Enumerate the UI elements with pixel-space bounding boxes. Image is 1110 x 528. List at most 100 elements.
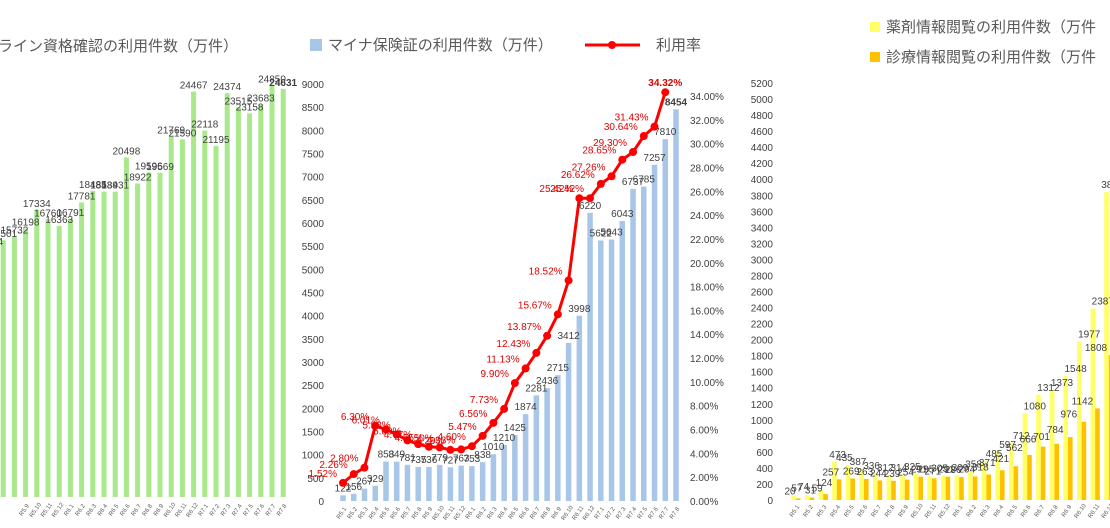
bar-medical xyxy=(1081,421,1087,500)
x-tick-label: R5.7 xyxy=(401,506,414,520)
x-tick-label: R7.6 xyxy=(648,506,661,520)
data-label: 19569 xyxy=(146,162,174,173)
x-tick-label: R6.7 xyxy=(131,503,144,517)
bar-value-label: 2281 xyxy=(525,383,548,394)
x-tick-label: R6.12 xyxy=(1101,503,1110,520)
y-left-tick-label: 9000 xyxy=(302,80,325,91)
bar-drug xyxy=(1036,394,1041,500)
bar-drug xyxy=(886,474,892,500)
y-tick-label: 0 xyxy=(767,496,773,507)
y-tick-label: 3200 xyxy=(751,239,774,250)
rate-marker xyxy=(661,88,670,97)
y-tick-label: 800 xyxy=(756,432,773,443)
bar-drug xyxy=(1090,308,1096,500)
y-tick-label: 2800 xyxy=(751,271,774,282)
bar-value-label: 853 xyxy=(378,449,395,460)
bar-value-label: 8454 xyxy=(665,97,688,108)
y-left-tick-label: 0 xyxy=(318,497,324,508)
bar-drug xyxy=(1063,375,1068,500)
y-left-tick-label: 500 xyxy=(307,474,324,485)
bar xyxy=(179,139,185,497)
bar xyxy=(45,219,51,498)
rate-label: 25.42% xyxy=(550,184,584,195)
x-tick-label: R6.12 xyxy=(582,505,596,522)
y-left-tick-label: 8500 xyxy=(302,103,325,114)
bar xyxy=(146,172,152,497)
bar-medical xyxy=(972,476,978,500)
data-label: 1080 xyxy=(1024,401,1047,412)
y-tick-label: 4600 xyxy=(751,127,774,138)
rate-label: 31.43% xyxy=(615,113,649,124)
bar-medical xyxy=(959,477,964,500)
bar xyxy=(447,467,454,501)
bar xyxy=(501,444,507,501)
data-label: 124 xyxy=(816,478,833,489)
rate-label: 4.77% xyxy=(384,430,412,441)
y-right-tick-label: 10.00% xyxy=(690,378,724,389)
legend-label: 利用率 xyxy=(656,37,701,54)
rate-marker xyxy=(403,436,412,445)
rate-label: 1.52% xyxy=(309,469,337,480)
rate-label: 5.47% xyxy=(448,422,476,433)
bar xyxy=(608,239,615,501)
rate-label: 26.62% xyxy=(561,170,595,181)
data-label: 597 xyxy=(999,440,1016,451)
bar-value-label: 6785 xyxy=(633,175,656,186)
legend-swatch-marker xyxy=(608,41,616,49)
bar-medical xyxy=(1068,437,1073,500)
rate-label: 4.50% xyxy=(405,433,433,444)
rate-marker xyxy=(446,445,455,454)
bar-drug xyxy=(805,495,810,500)
bar-medical xyxy=(1027,454,1032,500)
data-label: 24631 xyxy=(269,78,297,89)
x-tick-label: R7.1 xyxy=(594,506,607,520)
rate-marker xyxy=(543,331,552,340)
bar xyxy=(90,190,96,497)
data-label: 1142 xyxy=(1072,396,1094,407)
bar xyxy=(479,462,486,501)
y-left-tick-label: 5500 xyxy=(302,242,325,253)
bar-value-label: 1010 xyxy=(482,442,505,453)
bar xyxy=(224,93,230,497)
bar-value-label: 329 xyxy=(367,474,384,485)
bar-drug xyxy=(968,471,973,500)
rate-marker xyxy=(607,172,616,181)
data-label: 976 xyxy=(1060,410,1077,421)
rate-marker xyxy=(650,122,659,131)
rate-marker xyxy=(371,421,380,430)
legend-swatch-bar xyxy=(310,39,322,51)
bar-drug xyxy=(1049,389,1055,500)
y-left-tick-label: 3500 xyxy=(302,335,325,346)
legend-label: マイナ保険証の利用件数（万件） xyxy=(328,37,553,54)
bar-value-label: 849 xyxy=(388,450,405,461)
bar-value-label: 3412 xyxy=(557,331,580,342)
y-right-tick-label: 34.00% xyxy=(690,92,724,103)
bar-value-label: 122 xyxy=(335,483,352,494)
y-tick-label: 1600 xyxy=(751,368,774,379)
rate-label: 6.56% xyxy=(459,409,487,420)
bar xyxy=(533,395,540,501)
bar-value-label: 735 xyxy=(410,455,427,466)
x-tick-label: R5.11 xyxy=(924,503,938,520)
x-tick-label: R7.2 xyxy=(605,506,618,520)
x-tick-label: R5.2 xyxy=(347,506,360,520)
data-label: 485 xyxy=(986,449,1003,460)
data-label: 712 xyxy=(1013,431,1030,442)
data-label: 23683 xyxy=(247,94,275,105)
y-tick-label: 600 xyxy=(756,448,773,459)
data-label: 17781 xyxy=(68,191,96,202)
x-tick-label: R5.5 xyxy=(379,506,392,520)
rate-label: 28.65% xyxy=(582,146,616,157)
rate-label: 29.30% xyxy=(593,138,627,149)
y-left-tick-label: 5000 xyxy=(302,265,325,276)
bar-drug xyxy=(913,473,919,500)
x-tick-label: R6.5 xyxy=(1007,504,1020,518)
data-label: 16363 xyxy=(45,215,73,226)
data-label: 1312 xyxy=(1037,383,1060,394)
data-label: 421 xyxy=(992,454,1009,465)
data-label: 271 xyxy=(924,466,941,477)
bar-medical xyxy=(864,478,869,500)
